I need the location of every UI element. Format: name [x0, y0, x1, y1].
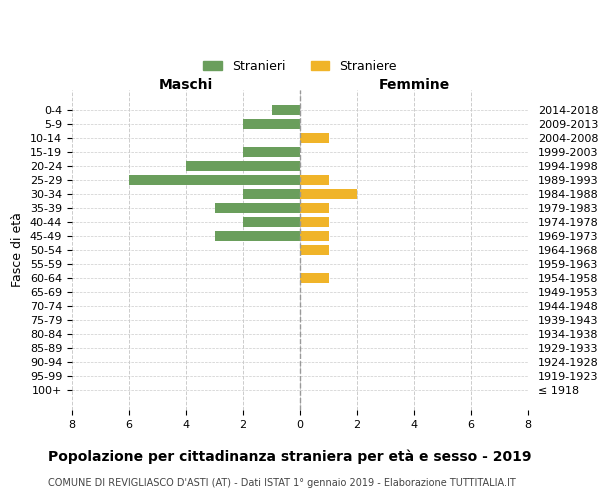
- Bar: [300, 132, 329, 143]
- Bar: [300, 244, 329, 256]
- Bar: [300, 202, 329, 213]
- Bar: [271, 104, 300, 115]
- Y-axis label: Fasce di età: Fasce di età: [11, 212, 25, 288]
- Bar: [300, 216, 329, 227]
- Text: COMUNE DI REVIGLIASCO D'ASTI (AT) - Dati ISTAT 1° gennaio 2019 - Elaborazione TU: COMUNE DI REVIGLIASCO D'ASTI (AT) - Dati…: [48, 478, 516, 488]
- Bar: [300, 174, 329, 185]
- Bar: [300, 188, 357, 199]
- Bar: [215, 230, 300, 241]
- Bar: [300, 230, 329, 241]
- Text: Femmine: Femmine: [379, 78, 449, 92]
- Bar: [243, 188, 300, 199]
- Text: Popolazione per cittadinanza straniera per età e sesso - 2019: Popolazione per cittadinanza straniera p…: [48, 450, 532, 464]
- Text: Maschi: Maschi: [159, 78, 213, 92]
- Bar: [129, 174, 300, 185]
- Bar: [300, 273, 329, 283]
- Bar: [243, 216, 300, 227]
- Bar: [215, 202, 300, 213]
- Legend: Stranieri, Straniere: Stranieri, Straniere: [198, 54, 402, 78]
- Bar: [243, 118, 300, 129]
- Bar: [243, 146, 300, 157]
- Bar: [186, 160, 300, 171]
